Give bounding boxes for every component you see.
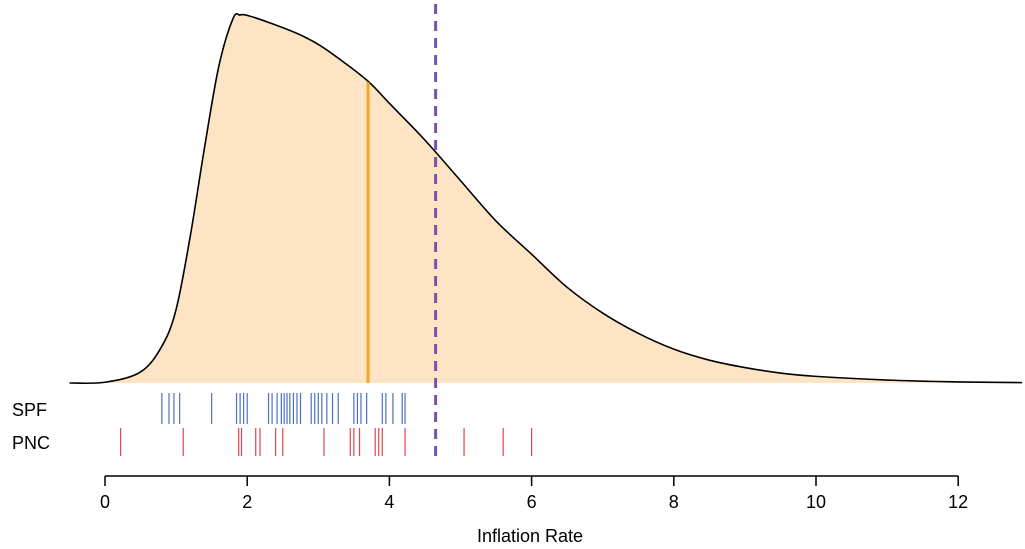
x-tick-label: 2	[242, 492, 252, 512]
x-tick-label: 10	[806, 492, 826, 512]
x-tick-label: 6	[527, 492, 537, 512]
x-tick-label: 4	[384, 492, 394, 512]
x-axis-title: Inflation Rate	[477, 526, 583, 546]
rug-label-pnc: PNC	[12, 433, 50, 453]
rug-label-spf: SPF	[12, 400, 47, 420]
x-axis: Inflation Rate 0 2 4 6 8 10 12	[100, 475, 968, 546]
x-tick-label: 8	[669, 492, 679, 512]
rug-layer: SPF PNC	[12, 393, 533, 456]
density-layer	[69, 13, 1023, 385]
x-tick-label: 0	[100, 492, 110, 512]
density-curve	[69, 13, 1023, 385]
x-tick-label: 12	[948, 492, 968, 512]
density-area	[69, 13, 1023, 384]
